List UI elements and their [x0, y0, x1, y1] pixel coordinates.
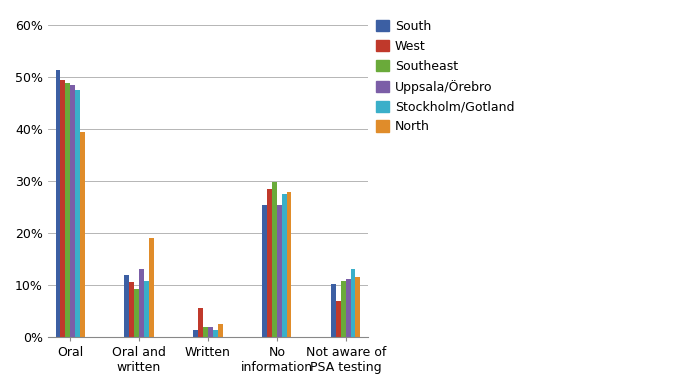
Bar — [351, 270, 356, 337]
Bar — [75, 90, 80, 337]
Bar — [144, 281, 149, 337]
Bar — [80, 132, 85, 337]
Bar — [203, 327, 208, 337]
Bar — [198, 308, 203, 337]
Bar — [56, 70, 61, 337]
Bar — [336, 301, 341, 337]
Bar — [125, 275, 129, 337]
Bar — [193, 330, 198, 337]
Bar — [208, 327, 213, 337]
Bar — [281, 194, 287, 337]
Bar — [70, 85, 75, 337]
Bar — [356, 277, 361, 337]
Bar — [217, 324, 222, 337]
Bar — [341, 281, 346, 337]
Bar — [129, 282, 134, 337]
Bar — [149, 238, 153, 337]
Bar — [65, 82, 70, 337]
Bar — [277, 205, 281, 337]
Bar — [346, 279, 351, 337]
Bar — [272, 182, 277, 337]
Bar — [134, 289, 139, 337]
Bar — [287, 191, 292, 337]
Bar — [213, 330, 217, 337]
Bar — [61, 80, 65, 337]
Bar — [139, 270, 144, 337]
Legend: South, West, Southeast, Uppsala/Örebro, Stockholm/Gotland, North: South, West, Southeast, Uppsala/Örebro, … — [372, 15, 519, 138]
Bar — [262, 205, 267, 337]
Bar — [331, 284, 336, 337]
Bar — [267, 189, 272, 337]
